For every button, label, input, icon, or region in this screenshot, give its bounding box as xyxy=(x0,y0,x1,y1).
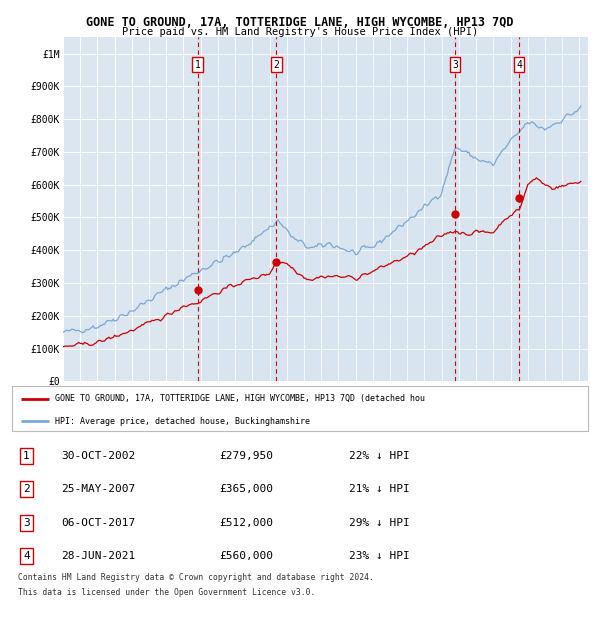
Text: 4: 4 xyxy=(23,551,30,561)
Text: 29% ↓ HPI: 29% ↓ HPI xyxy=(349,518,410,528)
Bar xyxy=(455,37,519,381)
Text: 1: 1 xyxy=(195,60,201,69)
Text: 28-JUN-2021: 28-JUN-2021 xyxy=(61,551,135,561)
Text: 25-MAY-2007: 25-MAY-2007 xyxy=(61,484,135,494)
Text: 1: 1 xyxy=(23,451,30,461)
Text: 30-OCT-2002: 30-OCT-2002 xyxy=(61,451,135,461)
Text: This data is licensed under the Open Government Licence v3.0.: This data is licensed under the Open Gov… xyxy=(18,588,316,597)
Text: GONE TO GROUND, 17A, TOTTERIDGE LANE, HIGH WYCOMBE, HP13 7QD: GONE TO GROUND, 17A, TOTTERIDGE LANE, HI… xyxy=(86,16,514,29)
Text: 3: 3 xyxy=(452,60,458,69)
Text: £512,000: £512,000 xyxy=(220,518,274,528)
Text: Contains HM Land Registry data © Crown copyright and database right 2024.: Contains HM Land Registry data © Crown c… xyxy=(18,574,374,583)
Text: 3: 3 xyxy=(23,518,30,528)
Text: 21% ↓ HPI: 21% ↓ HPI xyxy=(349,484,410,494)
Bar xyxy=(519,37,588,381)
Text: £560,000: £560,000 xyxy=(220,551,274,561)
Text: 4: 4 xyxy=(516,60,522,69)
Text: HPI: Average price, detached house, Buckinghamshire: HPI: Average price, detached house, Buck… xyxy=(55,417,310,425)
Text: 23% ↓ HPI: 23% ↓ HPI xyxy=(349,551,410,561)
Text: 2: 2 xyxy=(23,484,30,494)
Text: Price paid vs. HM Land Registry's House Price Index (HPI): Price paid vs. HM Land Registry's House … xyxy=(122,27,478,37)
Text: £365,000: £365,000 xyxy=(220,484,274,494)
Text: 22% ↓ HPI: 22% ↓ HPI xyxy=(349,451,410,461)
Text: GONE TO GROUND, 17A, TOTTERIDGE LANE, HIGH WYCOMBE, HP13 7QD (detached hou: GONE TO GROUND, 17A, TOTTERIDGE LANE, HI… xyxy=(55,394,425,403)
Bar xyxy=(277,37,455,381)
Text: 2: 2 xyxy=(274,60,280,69)
Bar xyxy=(198,37,277,381)
Text: £279,950: £279,950 xyxy=(220,451,274,461)
Text: 06-OCT-2017: 06-OCT-2017 xyxy=(61,518,135,528)
